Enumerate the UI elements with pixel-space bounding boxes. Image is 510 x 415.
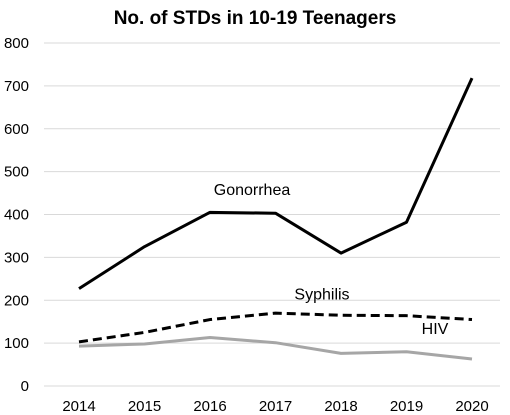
x-tick-label: 2020 — [455, 398, 488, 415]
series-line-gonorrhea — [78, 77, 474, 290]
series-line-syphilis — [78, 311, 473, 344]
y-tick-label: 800 — [4, 35, 29, 52]
x-tick-label: 2014 — [62, 398, 95, 415]
y-tick-label: 700 — [4, 78, 29, 95]
x-tick-label: 2016 — [193, 398, 226, 415]
series-label-gonorrhea: Gonorrhea — [214, 182, 291, 199]
y-axis-tick-labels: 0 100 200 300 400 500 600 700 800 — [4, 35, 29, 395]
x-tick-label: 2015 — [128, 398, 161, 415]
series-label-hiv: HIV — [422, 321, 449, 338]
y-tick-label: 400 — [4, 207, 29, 224]
x-tick-label: 2019 — [390, 398, 423, 415]
y-tick-label: 500 — [4, 164, 29, 181]
chart-title: No. of STDs in 10-19 Teenagers — [114, 8, 397, 29]
y-tick-label: 0 — [21, 378, 29, 395]
series-line-hiv — [78, 336, 473, 361]
y-tick-label: 200 — [4, 292, 29, 309]
x-tick-label: 2017 — [259, 398, 292, 415]
y-tick-label: 100 — [4, 335, 29, 352]
x-tick-label: 2018 — [324, 398, 357, 415]
series-labels: Gonorrhea Syphilis HIV — [214, 182, 449, 338]
series-label-syphilis: Syphilis — [294, 287, 349, 304]
x-axis-tick-labels: 2014 2015 2016 2017 2018 2019 2020 — [62, 398, 488, 415]
y-tick-label: 300 — [4, 249, 29, 266]
series-lines — [78, 77, 474, 361]
y-tick-label: 600 — [4, 121, 29, 138]
